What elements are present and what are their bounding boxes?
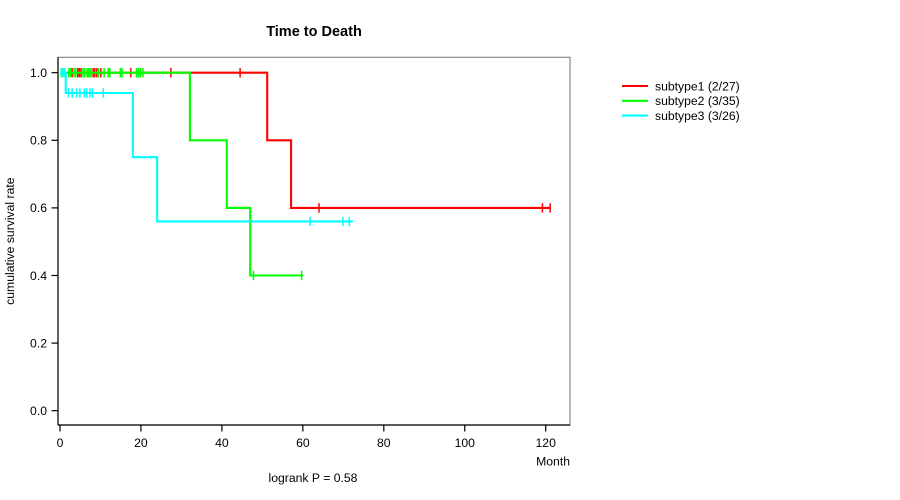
legend-label: subtype1 (2/27): [655, 79, 740, 93]
y-axis-tick-label: 0.4: [30, 269, 47, 283]
x-axis-tick-label: 0: [57, 436, 64, 450]
x-axis-tick-label: 60: [296, 436, 310, 450]
y-axis-tick-label: 1.0: [30, 66, 47, 80]
legend-item-2: subtype2 (3/35): [622, 94, 740, 108]
x-axis-tick-label: 20: [134, 436, 148, 450]
y-axis-tick-label: 0.8: [30, 134, 47, 148]
x-axis: 0 20 40 60 80 100 120: [57, 425, 556, 450]
y-axis: 0.0 0.2 0.4 0.6 0.8 1.0: [30, 66, 58, 418]
plot-border-box: [57, 56, 571, 426]
x-axis-tick-label: 40: [215, 436, 229, 450]
x-axis-tick-label: 100: [455, 436, 476, 450]
series-3: [60, 68, 353, 227]
legend-item-3: subtype3 (3/26): [622, 109, 740, 123]
y-axis-tick-label: 0.6: [30, 201, 47, 215]
x-axis-label: Month: [536, 455, 570, 469]
legend-label: subtype2 (3/35): [655, 94, 740, 108]
y-axis-label: cumulative survival rate: [3, 177, 17, 305]
logrank-annotation: logrank P = 0.58: [269, 471, 358, 485]
legend-item-1: subtype1 (2/27): [622, 79, 740, 93]
series-3-line: [60, 71, 353, 223]
legend: subtype1 (2/27)subtype2 (3/35)subtype3 (…: [622, 79, 740, 123]
x-axis-tick-label: 120: [536, 436, 557, 450]
series-1-line: [60, 71, 551, 209]
legend-label: subtype3 (3/26): [655, 109, 740, 123]
y-axis-tick-label: 0.0: [30, 404, 47, 418]
x-axis-tick-label: 80: [377, 436, 391, 450]
series-2-line: [60, 71, 303, 277]
series-2: [60, 68, 303, 281]
y-axis-tick-label: 0.2: [30, 336, 47, 350]
chart-title: Time to Death: [266, 24, 362, 40]
